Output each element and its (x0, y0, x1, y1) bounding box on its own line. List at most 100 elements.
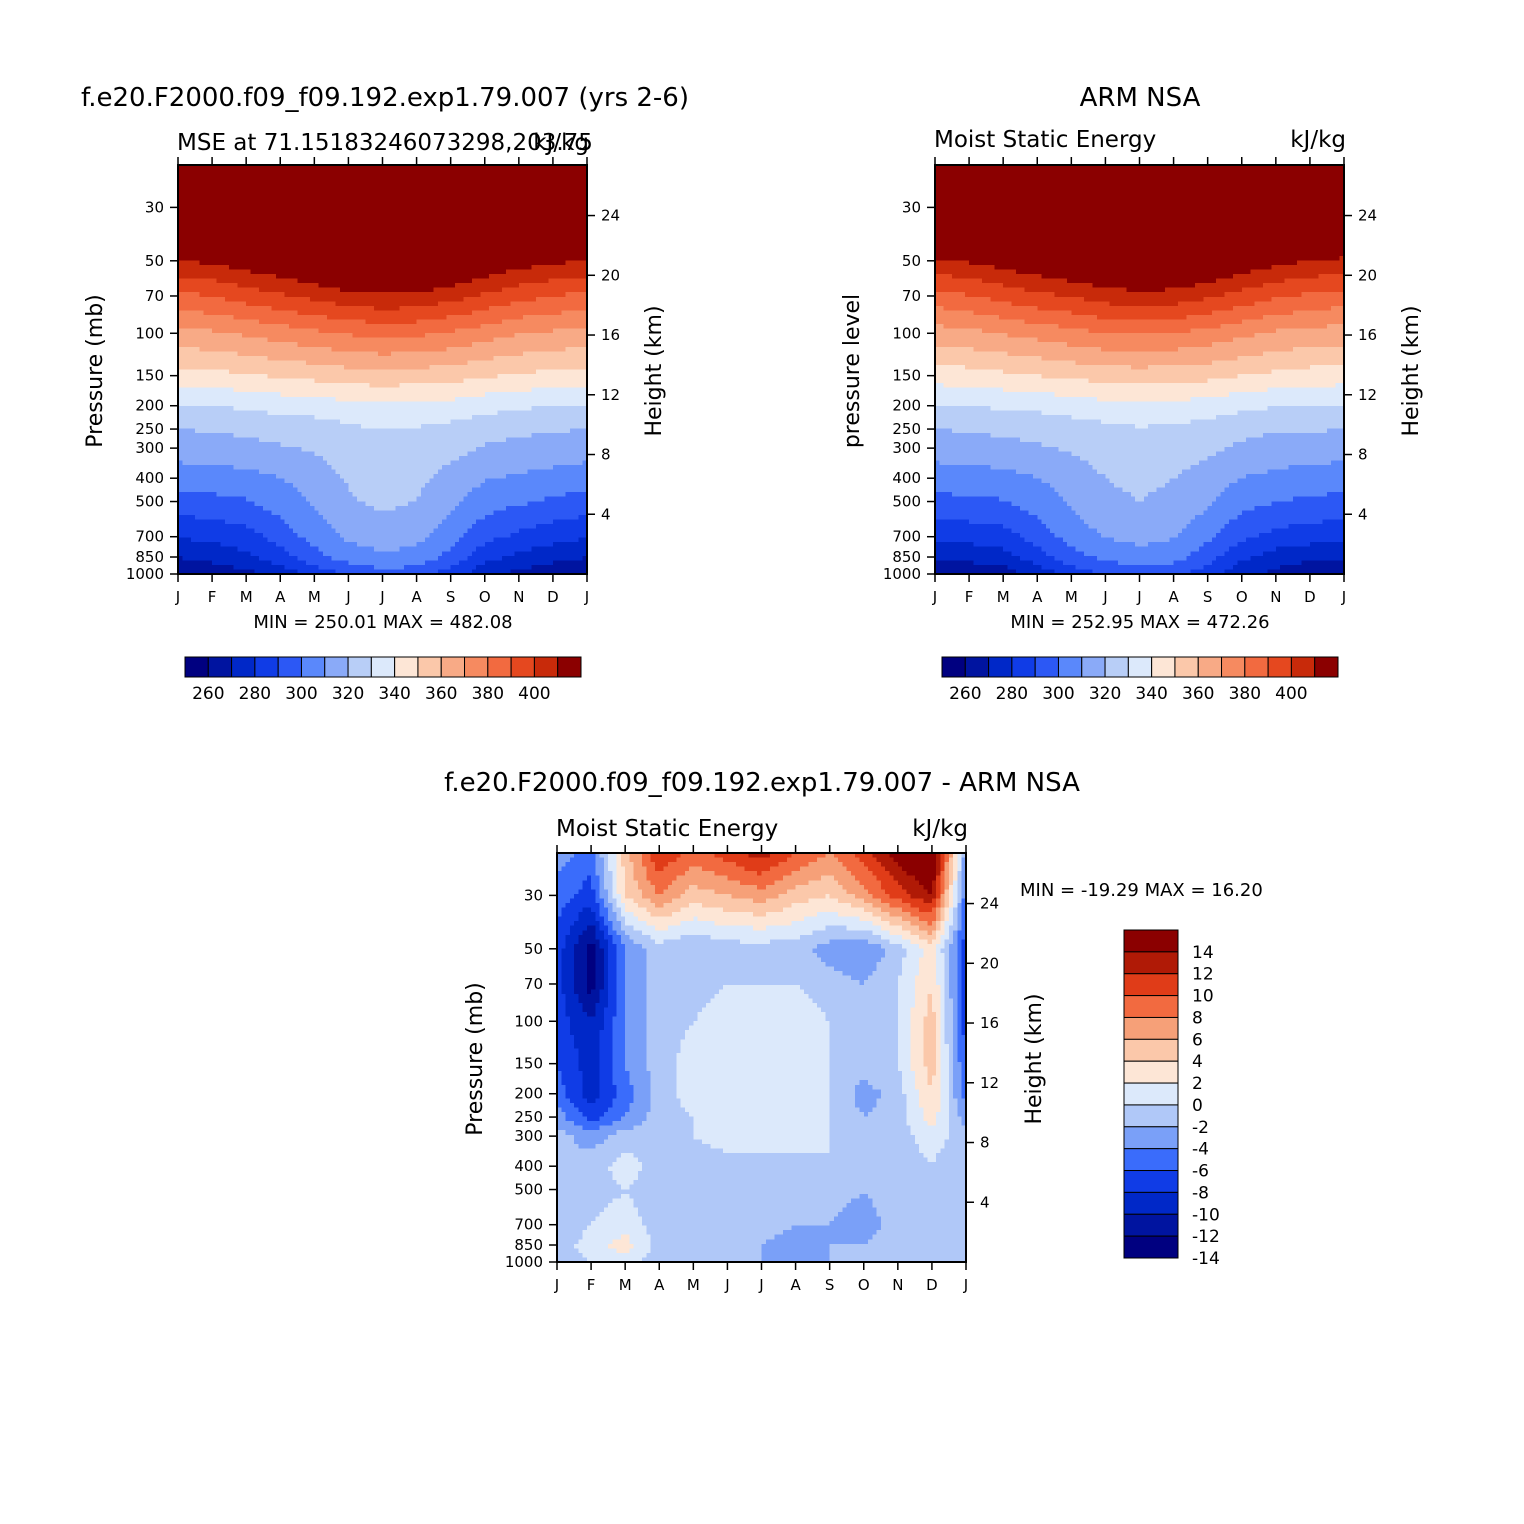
contour-cell (1054, 555, 1098, 561)
contour-cell (178, 501, 256, 507)
contour-cell (450, 510, 494, 516)
colorbar-label: 360 (1182, 684, 1214, 704)
contour-cell (297, 569, 337, 575)
contour-cell (953, 930, 959, 936)
contour-cell (936, 1021, 942, 1027)
contour-cell (654, 889, 665, 895)
contour-cell (935, 292, 966, 298)
contour-cell (838, 857, 861, 863)
contour-cell (948, 1116, 963, 1122)
contour-cell (178, 555, 183, 561)
contour-cell (936, 930, 946, 936)
contour-cell (935, 260, 970, 266)
contour-cell (957, 902, 963, 909)
contour-cell (612, 1057, 626, 1063)
contour-cell (484, 542, 554, 548)
contour-cell (275, 542, 311, 548)
contour-cell (808, 993, 899, 1000)
contour-cell (633, 925, 656, 931)
contour-cell (344, 478, 430, 484)
contour-cell (373, 546, 401, 552)
contour-cell (689, 902, 703, 909)
contour-cell (859, 1080, 869, 1086)
contour-cell (569, 930, 584, 936)
contour-cell (612, 880, 618, 886)
x-tick-label: A (790, 1276, 801, 1294)
contour-cell (927, 1012, 937, 1018)
contour-cell (838, 1212, 878, 1218)
contour-cell (633, 1202, 848, 1209)
contour-cell (582, 1093, 601, 1099)
contour-cell (761, 1257, 831, 1263)
contour-cell (676, 875, 729, 881)
contour-cell (599, 1080, 613, 1086)
contour-cell (650, 1102, 682, 1109)
contour-cell (557, 1152, 622, 1159)
y-tick-label: 50 (902, 252, 921, 270)
panel-obs-colorbar: 260 280 300 320 340 360 380 400 (941, 656, 1339, 704)
contour-cell (953, 889, 959, 895)
contour-cell (663, 866, 690, 872)
contour-cell (625, 966, 648, 972)
contour-cell (586, 984, 596, 990)
y-right-tick-label: 20 (1358, 266, 1377, 284)
contour-cell (552, 542, 588, 548)
contour-cell (356, 496, 418, 502)
contour-cell (603, 966, 609, 972)
contour-cell (935, 214, 1345, 221)
contour-cell (178, 446, 303, 452)
contour-cell (961, 898, 967, 904)
colorbar-swatch (300, 656, 326, 678)
contour-cell (565, 902, 601, 909)
contour-cell (182, 555, 260, 561)
contour-cell (650, 853, 682, 859)
contour-cell (919, 880, 933, 886)
contour-cell (961, 875, 967, 881)
contour-cell (740, 939, 771, 945)
contour-cell (1263, 351, 1345, 357)
contour-cell (902, 907, 920, 913)
contour-cell (931, 998, 942, 1004)
contour-cell (829, 1221, 882, 1227)
contour-cell (305, 560, 350, 566)
contour-cell (612, 1198, 635, 1204)
contour-cell (595, 984, 605, 990)
contour-cell (557, 998, 567, 1004)
contour-cell (973, 310, 1072, 316)
contour-cell (454, 505, 507, 511)
contour-cell (910, 1057, 924, 1063)
contour-cell (625, 902, 639, 909)
contour-cell (829, 1116, 907, 1122)
contour-cell (574, 957, 588, 963)
contour-cell (654, 925, 669, 931)
x-tick-label: J (175, 588, 180, 606)
contour-cell (280, 514, 324, 521)
contour-cell (944, 857, 950, 863)
contour-cell (1292, 346, 1345, 352)
contour-cell (557, 1193, 622, 1199)
contour-cell (271, 510, 320, 516)
contour-cell (1024, 537, 1064, 543)
contour-cell (680, 853, 716, 859)
panel-model-title: f.e20.F2000.f09_f09.192.exp1.79.007 (yrs… (81, 83, 689, 113)
contour-cell (906, 1102, 920, 1109)
contour-cell (616, 866, 626, 872)
contour-cell (557, 934, 567, 940)
contour-cell (876, 857, 895, 863)
panel-model-ylabel: Pressure (mb) (83, 294, 108, 448)
contour-cell (961, 925, 967, 931)
contour-cell (816, 952, 886, 959)
contour-cell (463, 378, 588, 384)
contour-cell (620, 921, 626, 927)
contour-cell (599, 1116, 622, 1122)
contour-cell (476, 519, 554, 525)
contour-cell (612, 1066, 626, 1072)
contour-cell (178, 360, 307, 366)
contour-cell (902, 957, 920, 963)
colorbar-swatch (1104, 656, 1129, 678)
contour-cell (1024, 319, 1243, 325)
contour-cell (535, 296, 588, 302)
colorbar-swatch (277, 656, 302, 678)
contour-cell (612, 1071, 631, 1077)
